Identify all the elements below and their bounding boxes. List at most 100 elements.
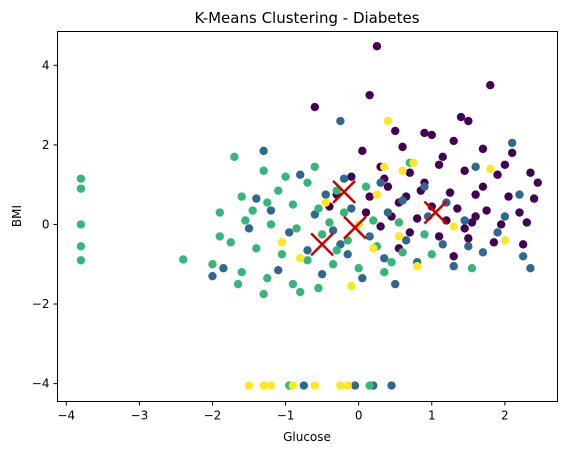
cluster-3-point bbox=[369, 244, 378, 253]
cluster-0-point bbox=[383, 182, 393, 191]
cluster-3-point bbox=[266, 381, 276, 390]
cluster-3-point bbox=[412, 262, 422, 271]
cluster-1-point bbox=[391, 279, 400, 289]
cluster-2-point bbox=[277, 250, 287, 259]
cluster-3-point bbox=[277, 238, 287, 247]
cluster-0-point bbox=[405, 168, 415, 177]
cluster-2-point bbox=[398, 248, 407, 257]
centroid-layer bbox=[310, 179, 448, 257]
cluster-0-point bbox=[507, 148, 517, 158]
cluster-2-point bbox=[274, 186, 283, 195]
cluster-2-point bbox=[237, 192, 246, 201]
cluster-1-point bbox=[471, 162, 480, 171]
cluster-1-point bbox=[387, 381, 396, 390]
cluster-3-point bbox=[259, 381, 268, 390]
cluster-1-point bbox=[515, 190, 524, 199]
cluster-3-point bbox=[347, 281, 356, 291]
cluster-2-point bbox=[310, 162, 320, 171]
cluster-3-point bbox=[336, 381, 345, 390]
cluster-1-point bbox=[299, 381, 309, 390]
cluster-2-point bbox=[263, 273, 272, 283]
cluster-2-point bbox=[361, 182, 371, 191]
cluster-0-point bbox=[464, 234, 473, 243]
cluster-1-point bbox=[317, 269, 327, 279]
cluster-0-point bbox=[482, 206, 491, 215]
cluster-1-point bbox=[347, 204, 356, 213]
cluster-2-point bbox=[332, 246, 341, 255]
cluster-0-point bbox=[372, 42, 382, 51]
cluster-0-point bbox=[453, 204, 462, 213]
cluster-2-point bbox=[233, 279, 243, 289]
cluster-0-point bbox=[522, 218, 531, 227]
cluster-0-point bbox=[471, 190, 480, 199]
x-tick-label: −3 bbox=[131, 409, 149, 423]
cluster-3-point bbox=[394, 232, 404, 241]
x-axis-ticks: −4 −3 −2 −1 0 1 2 bbox=[57, 401, 509, 423]
x-tick-label: 0 bbox=[355, 409, 363, 423]
cluster-1-point bbox=[358, 273, 367, 283]
chart-title: K-Means Clustering - Diabetes bbox=[194, 9, 419, 27]
cluster-2-point bbox=[295, 287, 305, 297]
cluster-2-point bbox=[387, 258, 396, 267]
cluster-1-point bbox=[500, 212, 510, 221]
cluster-1-point bbox=[295, 170, 305, 179]
cluster-1-point bbox=[303, 246, 312, 255]
cluster-1-point bbox=[420, 182, 429, 191]
cluster-2-point bbox=[394, 218, 404, 227]
cluster-3-point bbox=[380, 162, 389, 171]
x-tick-label: −1 bbox=[277, 409, 295, 423]
cluster-0-point bbox=[449, 252, 458, 261]
cluster-2-point bbox=[226, 238, 235, 247]
cluster-2-point bbox=[314, 204, 323, 213]
cluster-0-point bbox=[456, 112, 466, 122]
cluster-0-point bbox=[427, 202, 436, 211]
centroid-marker bbox=[423, 200, 448, 225]
cluster-0-point bbox=[460, 166, 469, 175]
y-tick-label: −2 bbox=[32, 297, 50, 311]
y-tick-label: −4 bbox=[32, 377, 50, 391]
cluster-2-point bbox=[76, 220, 86, 229]
cluster-0-point bbox=[310, 102, 320, 112]
cluster-0-point bbox=[533, 178, 542, 187]
cluster-0-point bbox=[391, 126, 400, 136]
cluster-1-point bbox=[285, 228, 294, 237]
cluster-2-point bbox=[76, 242, 86, 251]
cluster-2-point bbox=[288, 200, 298, 209]
cluster-2-point bbox=[325, 218, 334, 227]
y-tick-label: 4 bbox=[42, 58, 50, 72]
cluster-2-point bbox=[76, 256, 86, 265]
cluster-3-point bbox=[398, 166, 407, 175]
cluster-2-point bbox=[259, 166, 268, 175]
cluster-0-point bbox=[460, 224, 469, 233]
centroid-marker bbox=[310, 232, 335, 257]
cluster-0-point bbox=[478, 182, 488, 191]
cluster-2-point bbox=[266, 220, 276, 229]
cluster-0-point bbox=[529, 194, 539, 203]
cluster-0-point bbox=[434, 232, 444, 241]
cluster-0-point bbox=[504, 192, 513, 201]
cluster-2-point bbox=[252, 244, 261, 253]
cluster-1-point bbox=[464, 242, 473, 251]
cluster-0-point bbox=[445, 188, 455, 197]
cluster-0-point bbox=[515, 208, 524, 217]
centroid-marker bbox=[332, 179, 356, 204]
cluster-2-point bbox=[467, 264, 477, 273]
cluster-1-point bbox=[478, 248, 488, 257]
points-layer bbox=[76, 42, 542, 390]
cluster-2-point bbox=[215, 208, 224, 217]
x-tick-label: 1 bbox=[428, 409, 436, 423]
cluster-0-point bbox=[365, 90, 374, 100]
cluster-1-point bbox=[449, 262, 458, 271]
cluster-3-point bbox=[383, 116, 393, 126]
centroid-marker bbox=[343, 215, 367, 240]
cluster-2-point bbox=[427, 250, 436, 259]
cluster-1-point bbox=[383, 208, 393, 217]
y-axis-label: BMI bbox=[10, 205, 24, 227]
cluster-2-point bbox=[208, 260, 217, 269]
cluster-0-point bbox=[489, 238, 499, 247]
cluster-2-point bbox=[328, 260, 338, 269]
cluster-0-point bbox=[486, 81, 495, 90]
cluster-2-point bbox=[179, 255, 188, 264]
cluster-1-point bbox=[336, 116, 345, 126]
